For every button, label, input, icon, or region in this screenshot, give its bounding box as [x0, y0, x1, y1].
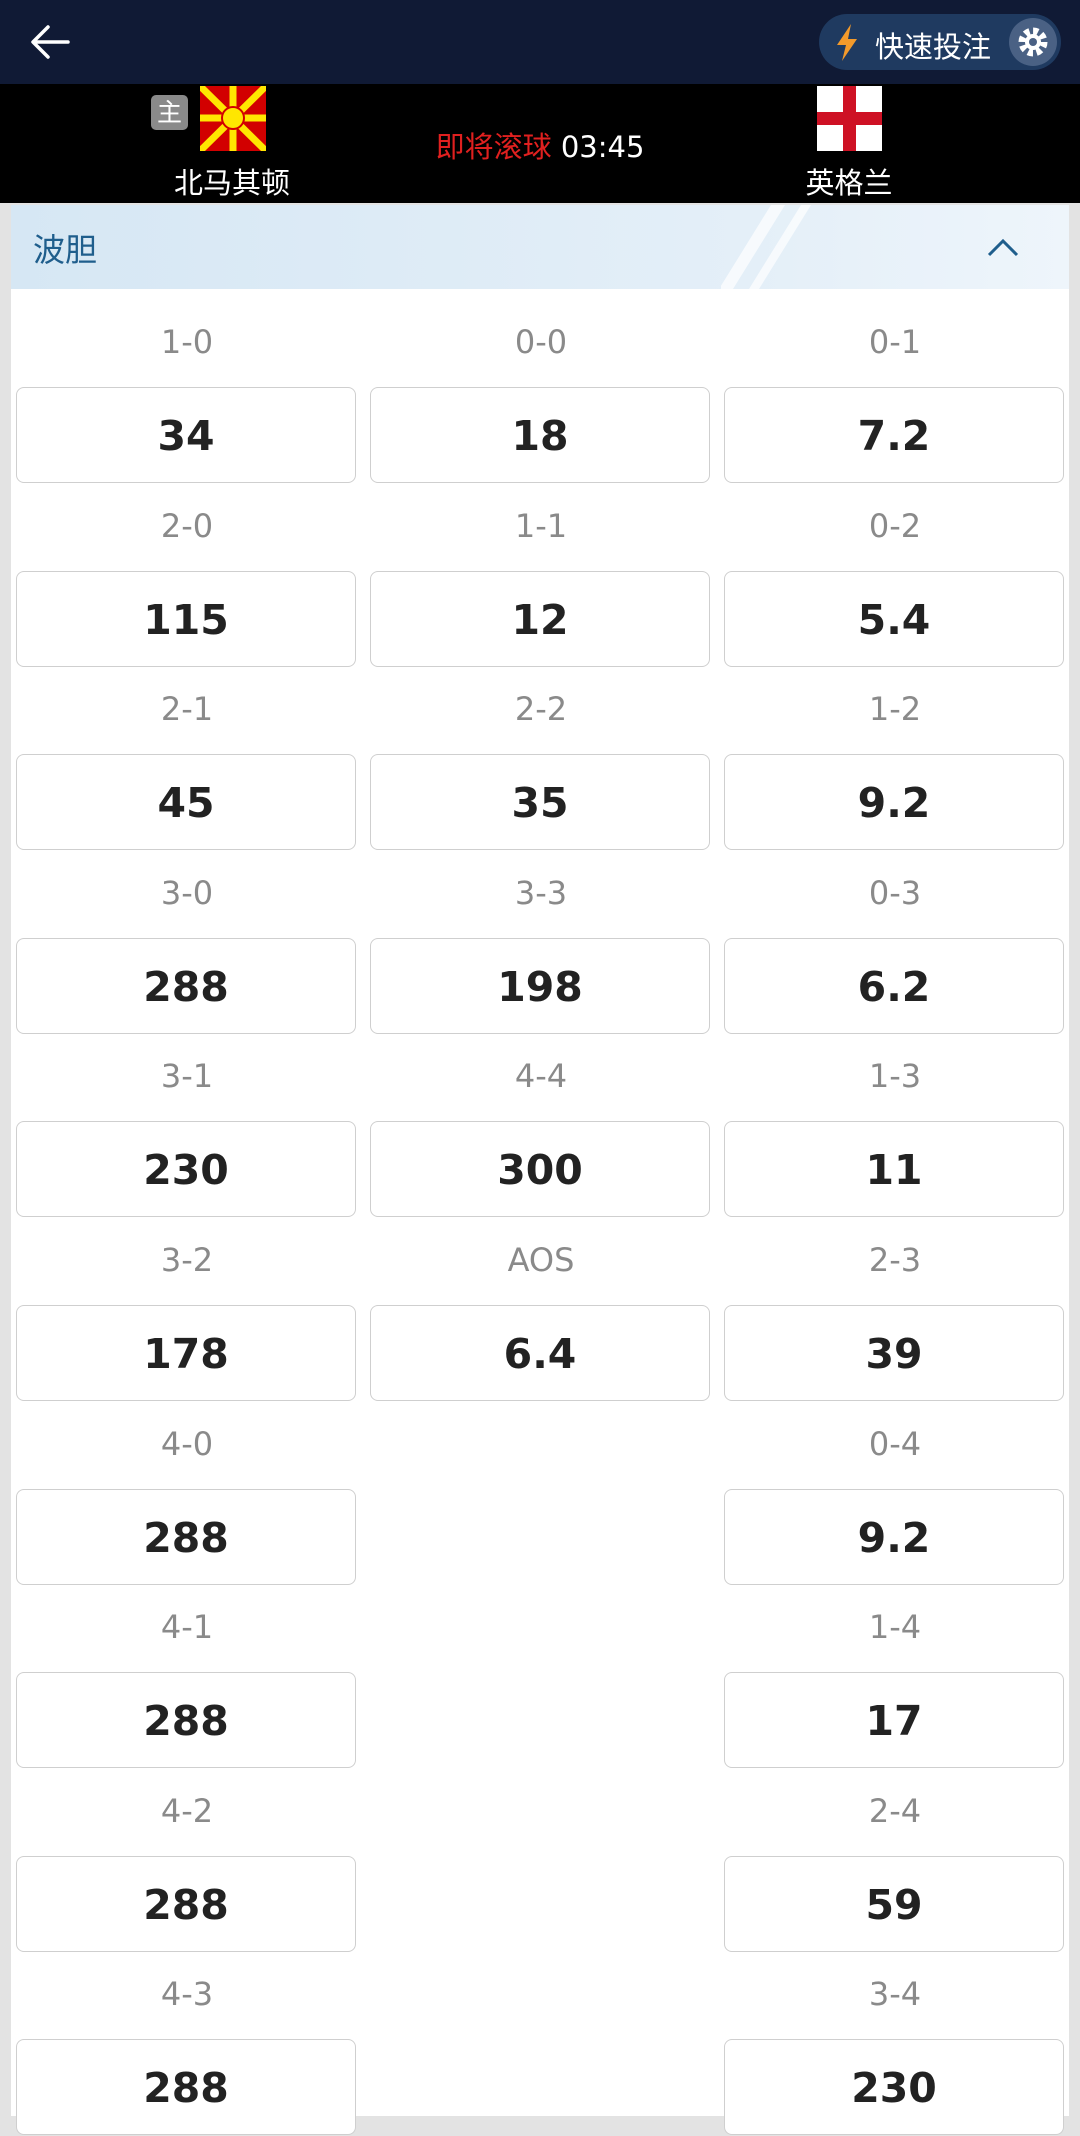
score-label: 1-1	[514, 506, 568, 545]
score-label: 2-3	[868, 1241, 922, 1279]
odds-button[interactable]: 288	[16, 1488, 356, 1585]
score-label: 1-4	[868, 1608, 922, 1647]
score-label: 1-0	[160, 323, 214, 361]
lightning-icon	[837, 24, 857, 61]
away-name: 英格兰	[805, 166, 893, 200]
odds-button[interactable]: 178	[16, 1305, 356, 1401]
home-flag	[200, 86, 266, 151]
score-label: 1-2	[868, 690, 922, 729]
score-label: 3-1	[160, 1057, 214, 1096]
score-label: 2-1	[160, 690, 214, 729]
score-label: 2-4	[868, 1791, 922, 1830]
odds-button[interactable]: 230	[16, 1121, 356, 1218]
home-name: 北马其顿	[173, 166, 290, 200]
collapse-icon[interactable]	[987, 237, 1019, 257]
score-label: 0-1	[868, 323, 922, 361]
odds-button[interactable]: 45	[16, 754, 356, 851]
match-status: 即将滚球 03:45	[340, 124, 740, 166]
section-title: 波胆	[33, 231, 98, 269]
odds-button[interactable]: 230	[724, 2039, 1064, 2136]
score-label: 0-4	[868, 1424, 922, 1463]
score-label: 3-3	[514, 873, 568, 912]
odds-button[interactable]: 18	[370, 387, 710, 483]
odds-button[interactable]: 39	[724, 1305, 1064, 1401]
score-label: AOS	[507, 1241, 575, 1279]
score-label: 2-2	[514, 690, 568, 729]
header-stripes	[721, 205, 811, 289]
score-label: 0-0	[514, 323, 568, 361]
top-bar: 快速投注	[0, 0, 1080, 84]
odds-button[interactable]: 115	[16, 570, 356, 667]
score-label: 3-4	[868, 1975, 922, 2014]
odds-button[interactable]: 288	[16, 2039, 356, 2136]
section-header[interactable]: 波胆	[11, 205, 1069, 289]
odds-button[interactable]: 9.2	[724, 1488, 1064, 1585]
home-badge: 主	[151, 95, 188, 130]
score-label: 0-2	[868, 506, 922, 545]
score-label: 4-0	[160, 1424, 214, 1463]
odds-button[interactable]: 35	[370, 754, 710, 851]
score-label: 3-2	[160, 1241, 214, 1279]
odds-button[interactable]: 288	[16, 1672, 356, 1769]
away-flag	[817, 86, 882, 151]
odds-button[interactable]: 9.2	[724, 754, 1064, 851]
score-label: 4-4	[514, 1057, 568, 1096]
odds-button[interactable]: 34	[16, 387, 356, 483]
score-label: 0-3	[868, 873, 922, 912]
odds-button[interactable]: 6.4	[370, 1305, 710, 1401]
score-label: 2-0	[160, 506, 214, 545]
back-button[interactable]	[30, 24, 70, 60]
odds-button[interactable]: 5.4	[724, 570, 1064, 667]
odds-button[interactable]: 288	[16, 1855, 356, 1952]
odds-button[interactable]: 59	[724, 1855, 1064, 1952]
status-text: 即将滚球	[435, 130, 552, 164]
score-label: 4-1	[160, 1608, 214, 1647]
score-label: 1-3	[868, 1057, 922, 1096]
quick-bet-button[interactable]: 快速投注	[819, 14, 1061, 70]
odds-button[interactable]: 17	[724, 1672, 1064, 1769]
score-label: 4-2	[160, 1791, 214, 1830]
match-header: 主 北马其顿 即将滚球 03:45 英格兰	[0, 84, 1080, 203]
score-label: 3-0	[160, 873, 214, 912]
match-time: 03:45	[560, 130, 645, 164]
odds-button[interactable]: 300	[370, 1121, 710, 1218]
settings-icon[interactable]	[1009, 18, 1057, 66]
odds-button[interactable]: 198	[370, 937, 710, 1034]
odds-button[interactable]: 11	[724, 1121, 1064, 1218]
odds-button[interactable]: 288	[16, 937, 356, 1034]
odds-button[interactable]: 12	[370, 570, 710, 667]
quick-bet-label: 快速投注	[875, 30, 992, 64]
odds-button[interactable]: 7.2	[724, 387, 1064, 483]
odds-button[interactable]: 6.2	[724, 937, 1064, 1034]
score-label: 4-3	[160, 1975, 214, 2014]
